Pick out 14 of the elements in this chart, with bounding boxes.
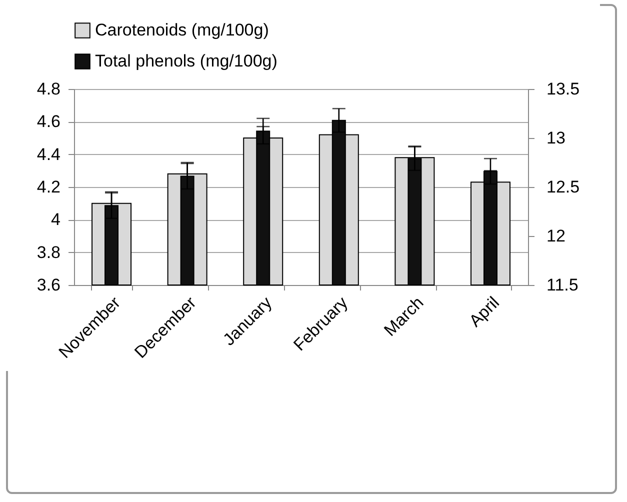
y-tick-label: 4.4 [36,144,60,164]
y2-tick-label: 12 [546,226,566,246]
legend-label: Carotenoids (mg/100g) [95,20,269,40]
y-tick-label: 3.6 [36,276,60,294]
y-tick-label: 4.2 [36,178,60,196]
y2-tick-label: 13 [546,128,566,148]
legend-label: Total phenols (mg/100g) [95,52,278,70]
y-tick-label: 3.8 [36,242,60,262]
y-tick-label: 4.6 [36,112,60,132]
y2-tick-label: 11.5 [546,276,578,294]
y-tick-label: 4 [51,210,60,230]
y2-tick-label: 12.5 [546,178,580,196]
y-tick-label: 4.8 [36,80,60,98]
y2-tick-label: 13.5 [546,80,580,98]
